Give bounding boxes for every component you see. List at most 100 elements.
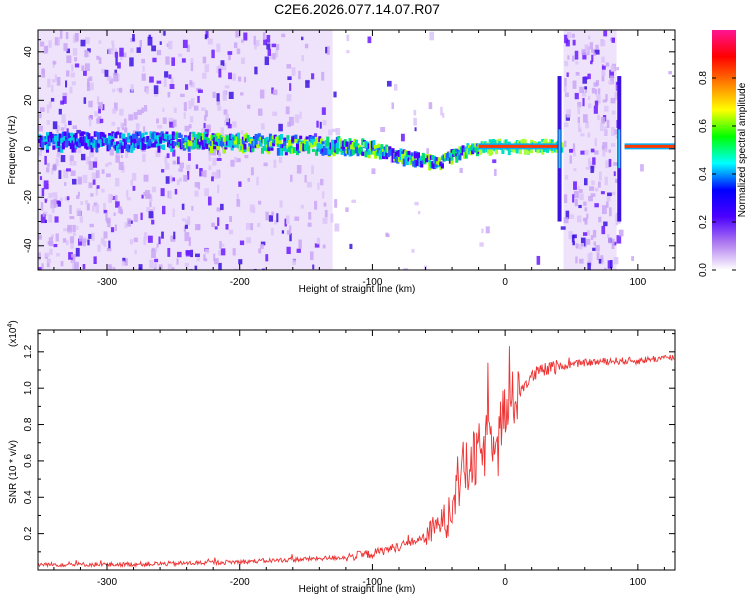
line-cell	[453, 148, 457, 153]
line-cell	[389, 148, 393, 155]
noise-cell	[70, 242, 74, 249]
line-cell	[98, 139, 102, 144]
noise-cell	[110, 227, 115, 233]
noise-cell	[156, 118, 160, 124]
noise-cell	[183, 175, 188, 182]
noise-cell	[47, 78, 51, 88]
line-cell	[240, 138, 244, 146]
noise-cell	[108, 194, 113, 203]
noise-cell	[494, 168, 497, 176]
noise-cell	[400, 133, 405, 142]
noise-cell	[188, 124, 192, 129]
noise-cell	[614, 92, 618, 101]
noise-cell	[587, 157, 591, 165]
line-cell	[221, 142, 225, 148]
line-cell	[297, 149, 301, 153]
line-cell	[541, 138, 545, 143]
noise-cell	[148, 34, 151, 39]
noise-cell	[285, 106, 290, 115]
line-cell	[202, 133, 206, 141]
noise-cell	[311, 165, 314, 175]
line-cell	[144, 144, 148, 148]
line-cell	[163, 137, 167, 141]
colorbar-axis: 0.0 0.2 0.4 0.6 0.8	[698, 71, 736, 277]
line-cell	[122, 138, 126, 142]
line-cell	[514, 147, 518, 153]
line-cell	[238, 146, 242, 152]
line-cell	[127, 144, 131, 153]
line-cell	[268, 141, 272, 147]
noise-cell	[610, 97, 616, 104]
line-cell	[560, 145, 564, 153]
line-cell	[264, 138, 268, 144]
line-cell	[203, 139, 207, 147]
line-cell	[264, 144, 268, 152]
line-cell	[319, 144, 323, 153]
noise-cell	[573, 190, 579, 199]
noise-cell	[117, 62, 121, 69]
line-cell	[80, 131, 84, 137]
noise-cell	[86, 203, 90, 211]
line-cell	[450, 149, 454, 153]
noise-cell	[181, 203, 185, 210]
noise-cell	[326, 46, 330, 55]
line-cell	[214, 139, 218, 144]
noise-cell	[103, 209, 108, 214]
line-cell	[176, 139, 180, 146]
line-cell	[456, 149, 460, 155]
line-cell	[364, 140, 368, 149]
noise-cell	[65, 32, 69, 40]
line-cell	[302, 143, 306, 152]
noise-cell	[56, 76, 61, 86]
noise-cell	[577, 123, 581, 132]
noise-cell	[296, 165, 302, 174]
line-cell	[507, 147, 511, 156]
noise-cell	[65, 240, 69, 246]
line-cell	[82, 136, 86, 143]
line-cell	[334, 139, 338, 144]
noise-cell	[114, 48, 118, 56]
noise-cell	[588, 35, 591, 40]
line-cell	[432, 155, 436, 164]
noise-cell	[143, 174, 149, 182]
line-cell	[58, 137, 62, 143]
line-cell	[335, 148, 339, 155]
noise-cell	[54, 37, 60, 46]
line-cell	[329, 142, 333, 150]
noise-cell	[572, 194, 575, 203]
line-cell	[106, 140, 110, 146]
line-cell	[377, 148, 381, 154]
noise-cell	[106, 217, 111, 224]
line-cell	[189, 140, 193, 146]
line-cell	[128, 145, 132, 149]
line-cell	[385, 144, 389, 153]
noise-cell	[79, 216, 83, 223]
noise-cell	[579, 193, 584, 201]
line-cell	[348, 140, 352, 148]
line-cell	[326, 141, 330, 147]
noise-cell	[258, 248, 262, 254]
line-cell	[350, 140, 354, 147]
noise-cell	[275, 49, 279, 58]
noise-cell	[142, 153, 146, 162]
noise-cell	[102, 104, 105, 111]
noise-cell	[162, 107, 165, 113]
colorbar-tick-label: 0.6	[698, 119, 709, 133]
noise-cell	[50, 140, 54, 146]
noise-cell	[48, 192, 54, 199]
noise-cell	[124, 118, 127, 126]
line-cell	[458, 146, 462, 150]
noise-cell	[214, 226, 218, 230]
line-cell	[380, 144, 384, 150]
line-cell	[366, 147, 370, 152]
noise-cell	[69, 155, 74, 162]
noise-cell	[292, 259, 296, 266]
noise-cell	[276, 213, 279, 223]
noise-cell	[195, 164, 199, 169]
noise-cell	[154, 258, 159, 263]
noise-cell	[133, 237, 138, 243]
noise-cell	[560, 226, 566, 230]
line-cell	[130, 142, 134, 146]
line-cell	[106, 144, 110, 152]
noise-cell	[113, 102, 118, 111]
